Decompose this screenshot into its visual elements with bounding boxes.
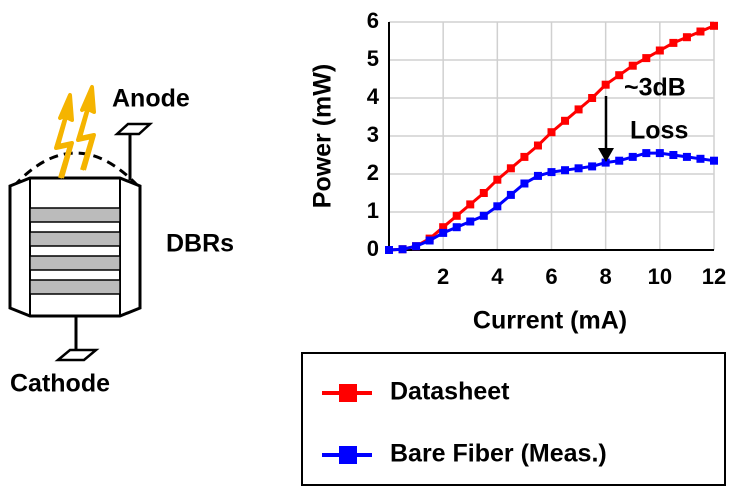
- data-point: [628, 152, 637, 161]
- data-point: [588, 162, 597, 171]
- cathode-pad: [54, 348, 100, 362]
- data-point: [696, 154, 705, 163]
- data-point: [479, 189, 488, 197]
- x-tick-label: 6: [545, 264, 557, 289]
- annotation: Loss: [630, 117, 688, 145]
- data-point: [533, 141, 542, 150]
- dbr-label: DBRs: [166, 230, 234, 258]
- data-point: [439, 228, 448, 237]
- y-tick-label: 5: [367, 46, 379, 71]
- light-arrow: [76, 85, 96, 171]
- data-point: [574, 164, 583, 173]
- x-tick-label: 2: [437, 264, 449, 289]
- y-axis-label: Power (mW): [309, 64, 337, 208]
- data-point: [682, 33, 691, 42]
- y-tick-label: 0: [367, 236, 379, 261]
- dbr-layer: [29, 255, 121, 271]
- data-point: [520, 179, 529, 188]
- y-tick-label: 4: [367, 84, 380, 109]
- data-point: [506, 164, 515, 173]
- data-point: [547, 168, 556, 177]
- data-point: [398, 245, 407, 254]
- data-point: [615, 156, 624, 165]
- light-arrow: [54, 93, 74, 179]
- data-point: [682, 152, 691, 161]
- data-point: [493, 175, 502, 184]
- data-point: [601, 80, 610, 89]
- data-point: [561, 166, 570, 175]
- data-point: [669, 38, 678, 47]
- data-point: [547, 128, 556, 137]
- data-point: [601, 158, 610, 167]
- data-point: [561, 116, 570, 125]
- data-point: [452, 223, 461, 232]
- data-point: [385, 246, 393, 254]
- legend-marker: [339, 384, 357, 402]
- loss-arrow-head: [598, 148, 614, 162]
- dbr-layer: [29, 279, 121, 295]
- legend-label: Bare Fiber (Meas.): [390, 440, 607, 468]
- data-point: [710, 156, 718, 165]
- legend-marker: [339, 446, 357, 464]
- data-point: [506, 190, 515, 199]
- y-tick-label: 6: [367, 8, 379, 33]
- vcsel-diagram: Anode DBRs Cathode: [8, 85, 234, 398]
- data-point: [520, 152, 529, 161]
- data-point: [466, 217, 475, 226]
- y-tick-label: 1: [367, 198, 379, 223]
- data-point: [533, 171, 542, 180]
- cathode-label: Cathode: [10, 370, 110, 398]
- data-point: [493, 202, 502, 211]
- x-tick-label: 10: [648, 264, 672, 289]
- data-point: [655, 149, 664, 158]
- data-point: [710, 21, 718, 30]
- data-point: [574, 105, 583, 114]
- annotation: ~3dB: [624, 74, 686, 102]
- y-tick-label: 2: [367, 160, 379, 185]
- data-point: [588, 94, 597, 102]
- x-tick-label: 4: [491, 264, 504, 289]
- data-point: [628, 61, 637, 70]
- data-point: [669, 151, 678, 159]
- data-point: [655, 46, 664, 55]
- data-point: [696, 27, 705, 36]
- dome: [12, 151, 140, 188]
- data-point: [466, 200, 475, 209]
- data-point: [439, 223, 448, 232]
- x-axis-label: Current (mA): [473, 307, 627, 335]
- data-point: [452, 211, 461, 220]
- dbr-layer: [29, 207, 121, 223]
- data-point: [615, 71, 624, 80]
- data-point: [642, 149, 651, 158]
- data-point: [412, 242, 421, 251]
- dbr-layer: [29, 231, 121, 247]
- data-point: [642, 54, 651, 63]
- y-tick-label: 3: [367, 122, 379, 147]
- anode-label: Anode: [112, 85, 190, 113]
- anode-pad: [113, 122, 154, 136]
- data-point: [425, 236, 434, 245]
- data-point: [479, 211, 488, 220]
- x-tick-label: 8: [600, 264, 612, 289]
- legend-box: [301, 352, 726, 486]
- x-tick-label: 12: [702, 264, 726, 289]
- legend-label: Datasheet: [390, 378, 510, 406]
